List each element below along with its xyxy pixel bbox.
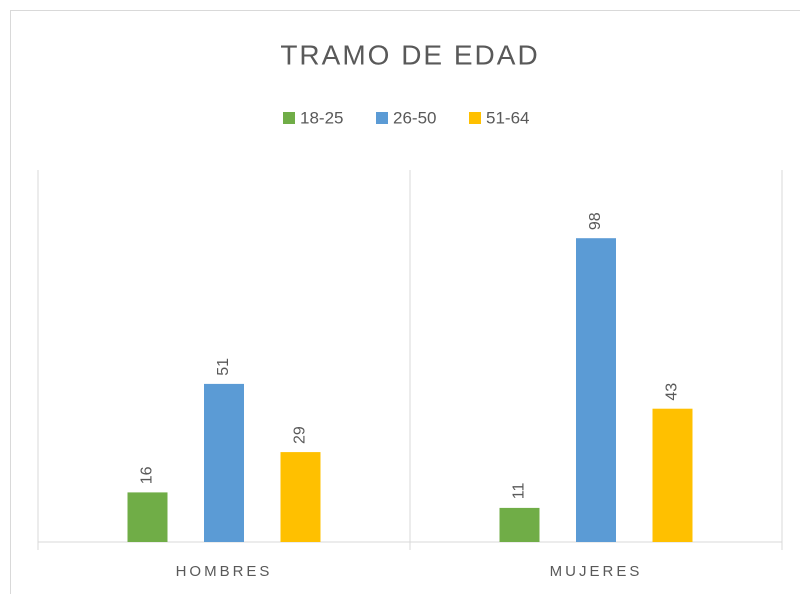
bar <box>499 507 540 542</box>
legend-swatch <box>283 112 295 124</box>
bar <box>576 238 616 542</box>
data-label: 16 <box>139 466 156 484</box>
legend-label: 18-25 <box>300 108 343 127</box>
legend-label: 26-50 <box>393 108 436 127</box>
data-label: 51 <box>215 358 232 376</box>
bar <box>127 492 168 542</box>
legend-label: 51-64 <box>486 108 529 127</box>
data-label: 11 <box>511 482 528 499</box>
data-label: 29 <box>292 426 309 444</box>
data-label: 98 <box>587 212 604 230</box>
bar <box>280 452 321 542</box>
x-tick-label: MUJERES <box>550 563 643 580</box>
legend-swatch <box>469 112 481 124</box>
data-label: 43 <box>664 383 681 401</box>
bar <box>652 408 693 542</box>
legend-swatch <box>376 112 388 124</box>
x-tick-label: HOMBRES <box>176 563 273 580</box>
chart-title: TRAMO DE EDAD <box>280 39 539 70</box>
bar <box>204 383 244 542</box>
